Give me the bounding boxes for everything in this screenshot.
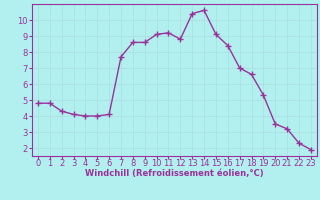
X-axis label: Windchill (Refroidissement éolien,°C): Windchill (Refroidissement éolien,°C) xyxy=(85,169,264,178)
